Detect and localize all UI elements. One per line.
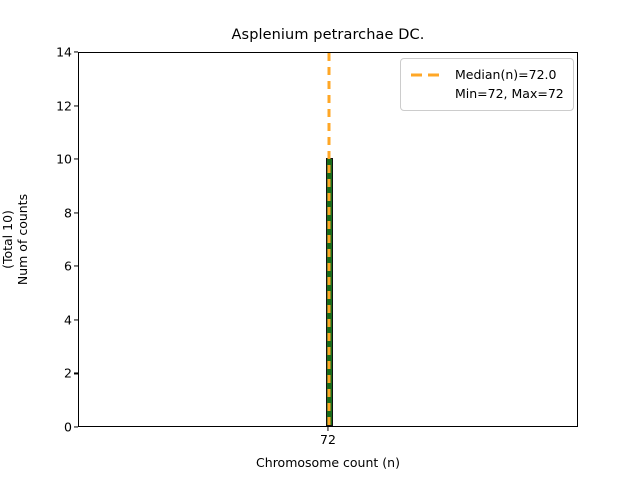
legend-label-median: Median(n)=72.0 — [455, 67, 557, 82]
y-tick-label: 8 — [64, 205, 72, 221]
y-tick-mark — [74, 319, 78, 321]
y-tick-mark — [74, 212, 78, 214]
x-axis-label: Chromosome count (n) — [256, 455, 400, 470]
legend-swatch-empty — [410, 84, 446, 103]
plot-area — [78, 52, 578, 427]
legend-item-median: Median(n)=72.0 — [410, 65, 564, 84]
legend-label-minmax: Min=72, Max=72 — [455, 86, 564, 101]
legend: Median(n)=72.0 Min=72, Max=72 — [400, 58, 574, 111]
y-tick-mark — [74, 51, 78, 53]
y-tick-label: 14 — [56, 44, 72, 60]
y-tick-label: 10 — [56, 151, 72, 167]
y-tick-label: 2 — [64, 365, 72, 381]
page-title: Asplenium petrarchae DC. — [231, 27, 425, 43]
y-tick-mark — [74, 372, 78, 374]
legend-item-minmax: Min=72, Max=72 — [410, 84, 564, 103]
y-tick-label: 0 — [64, 419, 72, 435]
x-tick-label: 72 — [320, 432, 336, 447]
y-tick-label: 12 — [56, 98, 72, 114]
y-tick-label: 4 — [64, 312, 72, 328]
y-tick-mark — [74, 105, 78, 107]
y-tick-mark — [74, 158, 78, 160]
y-tick-label: 6 — [64, 258, 72, 274]
y-tick-mark — [74, 426, 78, 428]
y-tick-mark — [74, 265, 78, 267]
median-line — [327, 53, 331, 426]
x-tick-mark — [327, 427, 329, 431]
dashed-line-icon — [410, 65, 446, 84]
